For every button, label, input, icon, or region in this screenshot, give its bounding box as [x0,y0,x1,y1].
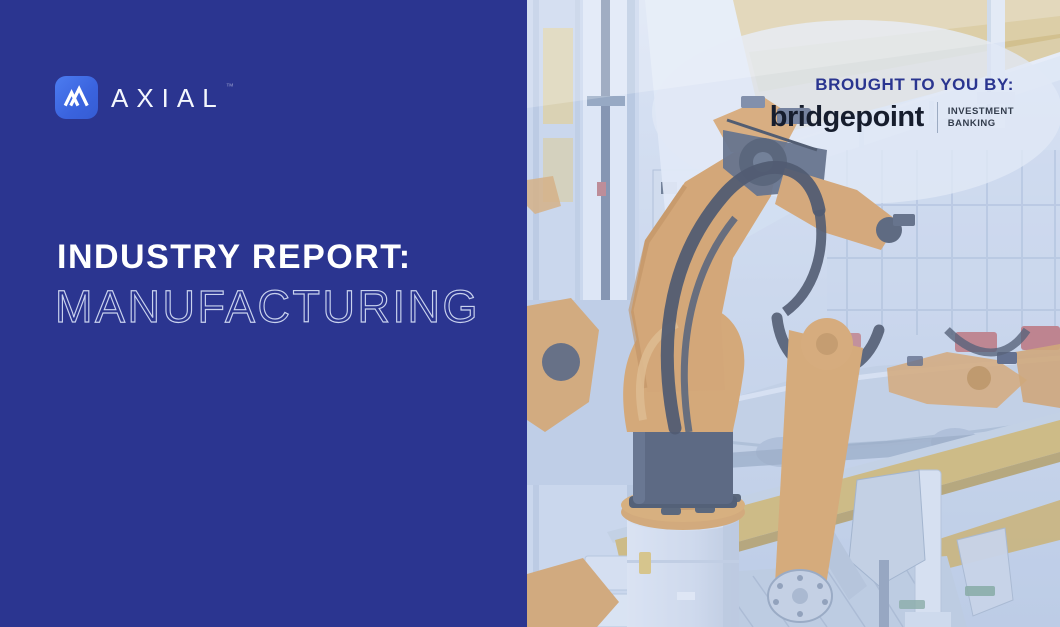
cover-photo-panel: BROUGHT TO YOU BY: bridgepoint INVESTMEN… [527,0,1060,627]
partner-logo: bridgepoint INVESTMENT BANKING [770,102,1014,133]
brand-panel: AXIAL ™ INDUSTRY REPORT: MANUFACTURING [0,0,527,627]
logo-divider [936,102,938,133]
division-line2: BANKING [947,117,996,129]
factory-photo-illustration [527,0,1060,627]
report-title-line2: MANUFACTURING [54,280,480,332]
title-block: INDUSTRY REPORT: MANUFACTURING [54,238,480,332]
trademark-symbol: ™ [225,82,234,91]
axial-mark-icon [63,85,89,107]
top-light-wash [527,0,1060,108]
attribution-block: BROUGHT TO YOU BY: bridgepoint INVESTMEN… [770,76,1014,133]
report-title-line1: INDUSTRY REPORT: [57,238,412,276]
foreground-fixtures [815,469,1014,627]
axial-logo: AXIAL ™ [55,76,234,119]
photo-tint-overlay [527,0,1060,627]
side-robots [527,176,619,627]
axial-logo-tile [55,76,98,119]
partner-division: INVESTMENT BANKING [948,106,1014,129]
background-robots [771,312,1060,408]
brand-name: AXIAL [111,82,225,113]
partner-name: bridgepoint [769,101,924,133]
brought-to-you-by-label: BROUGHT TO YOU BY: [815,75,1014,94]
main-robot-arm [621,96,915,627]
division-line1: INVESTMENT [947,106,1014,118]
